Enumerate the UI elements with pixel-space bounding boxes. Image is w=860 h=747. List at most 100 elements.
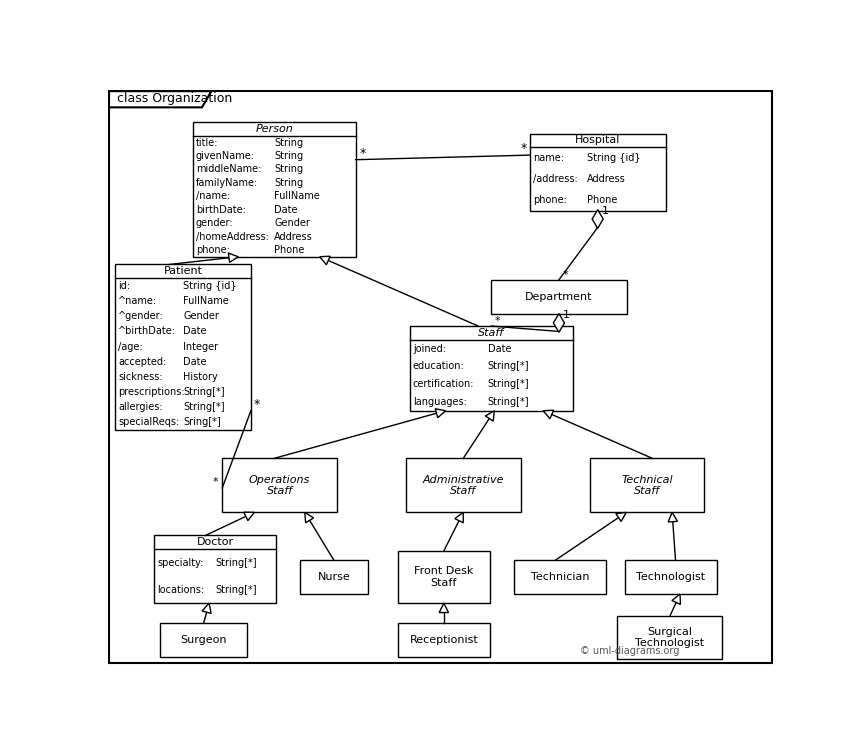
Text: Phone: Phone [274,245,304,255]
Text: © uml-diagrams.org: © uml-diagrams.org [580,646,679,656]
Text: *: * [253,397,260,411]
Text: joined:: joined: [413,344,445,354]
Text: class Organization: class Organization [117,93,232,105]
Polygon shape [202,604,212,613]
Text: String[*]: String[*] [183,387,224,397]
Text: phone:: phone: [533,195,567,205]
Text: Technical
Staff: Technical Staff [621,474,673,496]
Text: locations:: locations: [157,585,204,595]
Text: Staff: Staff [478,328,504,338]
Polygon shape [485,411,494,421]
Text: /age:: /age: [119,341,143,352]
Text: middleName:: middleName: [196,164,261,174]
Text: familyName:: familyName: [196,178,258,187]
Text: String {id}: String {id} [183,281,237,291]
Text: sickness:: sickness: [119,372,163,382]
Bar [154,536,276,604]
Text: specialty:: specialty: [157,558,204,568]
Text: History: History [183,372,218,382]
Text: ^gender:: ^gender: [119,311,164,321]
Text: String[*]: String[*] [488,379,530,389]
Polygon shape [672,594,680,604]
Text: FullName: FullName [183,296,229,306]
Text: education:: education: [413,362,464,371]
Bar [514,560,605,594]
Text: Date: Date [488,344,512,354]
Text: id:: id: [119,281,131,291]
Bar [222,459,337,512]
Polygon shape [553,314,564,332]
Text: String: String [274,178,304,187]
Text: prescriptions:: prescriptions: [119,387,185,397]
Polygon shape [616,512,626,521]
Polygon shape [109,91,212,108]
Text: ^name:: ^name: [119,296,157,306]
Text: Surgical
Technologist: Surgical Technologist [636,627,704,648]
Text: Administrative
Staff: Administrative Staff [422,474,504,496]
Polygon shape [320,256,330,264]
Text: String: String [274,164,304,174]
Bar [406,459,520,512]
Text: String: String [274,151,304,161]
Text: Patient: Patient [163,267,203,276]
Text: Technologist: Technologist [636,572,705,582]
Text: phone:: phone: [196,245,230,255]
Text: String[*]: String[*] [183,402,224,412]
Text: birthDate:: birthDate: [196,205,246,214]
Text: Address: Address [587,174,625,184]
Polygon shape [304,512,314,523]
Text: Nurse: Nurse [317,572,350,582]
Text: certification:: certification: [413,379,475,389]
Text: name:: name: [533,153,564,163]
Text: Front Desk
Staff: Front Desk Staff [415,566,474,588]
Text: *: * [562,270,568,279]
Bar [115,264,251,430]
Text: *: * [359,146,365,160]
Polygon shape [544,410,554,419]
Bar [409,326,573,411]
Text: Person: Person [255,124,293,134]
Text: Date: Date [274,205,298,214]
Bar [398,551,489,604]
Text: Date: Date [183,326,206,336]
Polygon shape [668,512,678,522]
Polygon shape [439,604,449,613]
Text: accepted:: accepted: [119,357,167,367]
Bar [491,280,627,314]
Bar [530,134,666,211]
Text: String[*]: String[*] [215,585,257,595]
Text: FullName: FullName [274,191,320,201]
Text: Sring[*]: Sring[*] [183,418,221,427]
Text: Date: Date [183,357,206,367]
Polygon shape [229,253,238,262]
Bar [590,459,704,512]
Text: gender:: gender: [196,218,233,228]
Text: *: * [213,477,218,487]
Bar [625,560,716,594]
Bar [193,122,355,257]
Text: Gender: Gender [183,311,219,321]
Polygon shape [244,512,255,521]
Text: 1: 1 [562,309,570,320]
Bar [617,616,722,659]
Text: *: * [520,142,527,155]
Text: /address:: /address: [533,174,578,184]
Text: /homeAddress:: /homeAddress: [196,232,268,241]
Text: Phone: Phone [587,195,617,205]
Text: Technician: Technician [531,572,589,582]
Text: String[*]: String[*] [488,397,530,407]
Text: Address: Address [274,232,313,241]
Text: String: String [274,137,304,148]
Text: title:: title: [196,137,218,148]
Text: /name:: /name: [196,191,230,201]
Text: 1: 1 [601,205,609,216]
Text: ^birthDate:: ^birthDate: [119,326,176,336]
Text: allergies:: allergies: [119,402,163,412]
Text: *: * [495,316,501,326]
Bar [160,623,247,657]
Text: String[*]: String[*] [215,558,257,568]
Text: Integer: Integer [183,341,218,352]
Text: Operations
Staff: Operations Staff [249,474,310,496]
Bar [398,623,489,657]
Text: Department: Department [525,292,593,302]
